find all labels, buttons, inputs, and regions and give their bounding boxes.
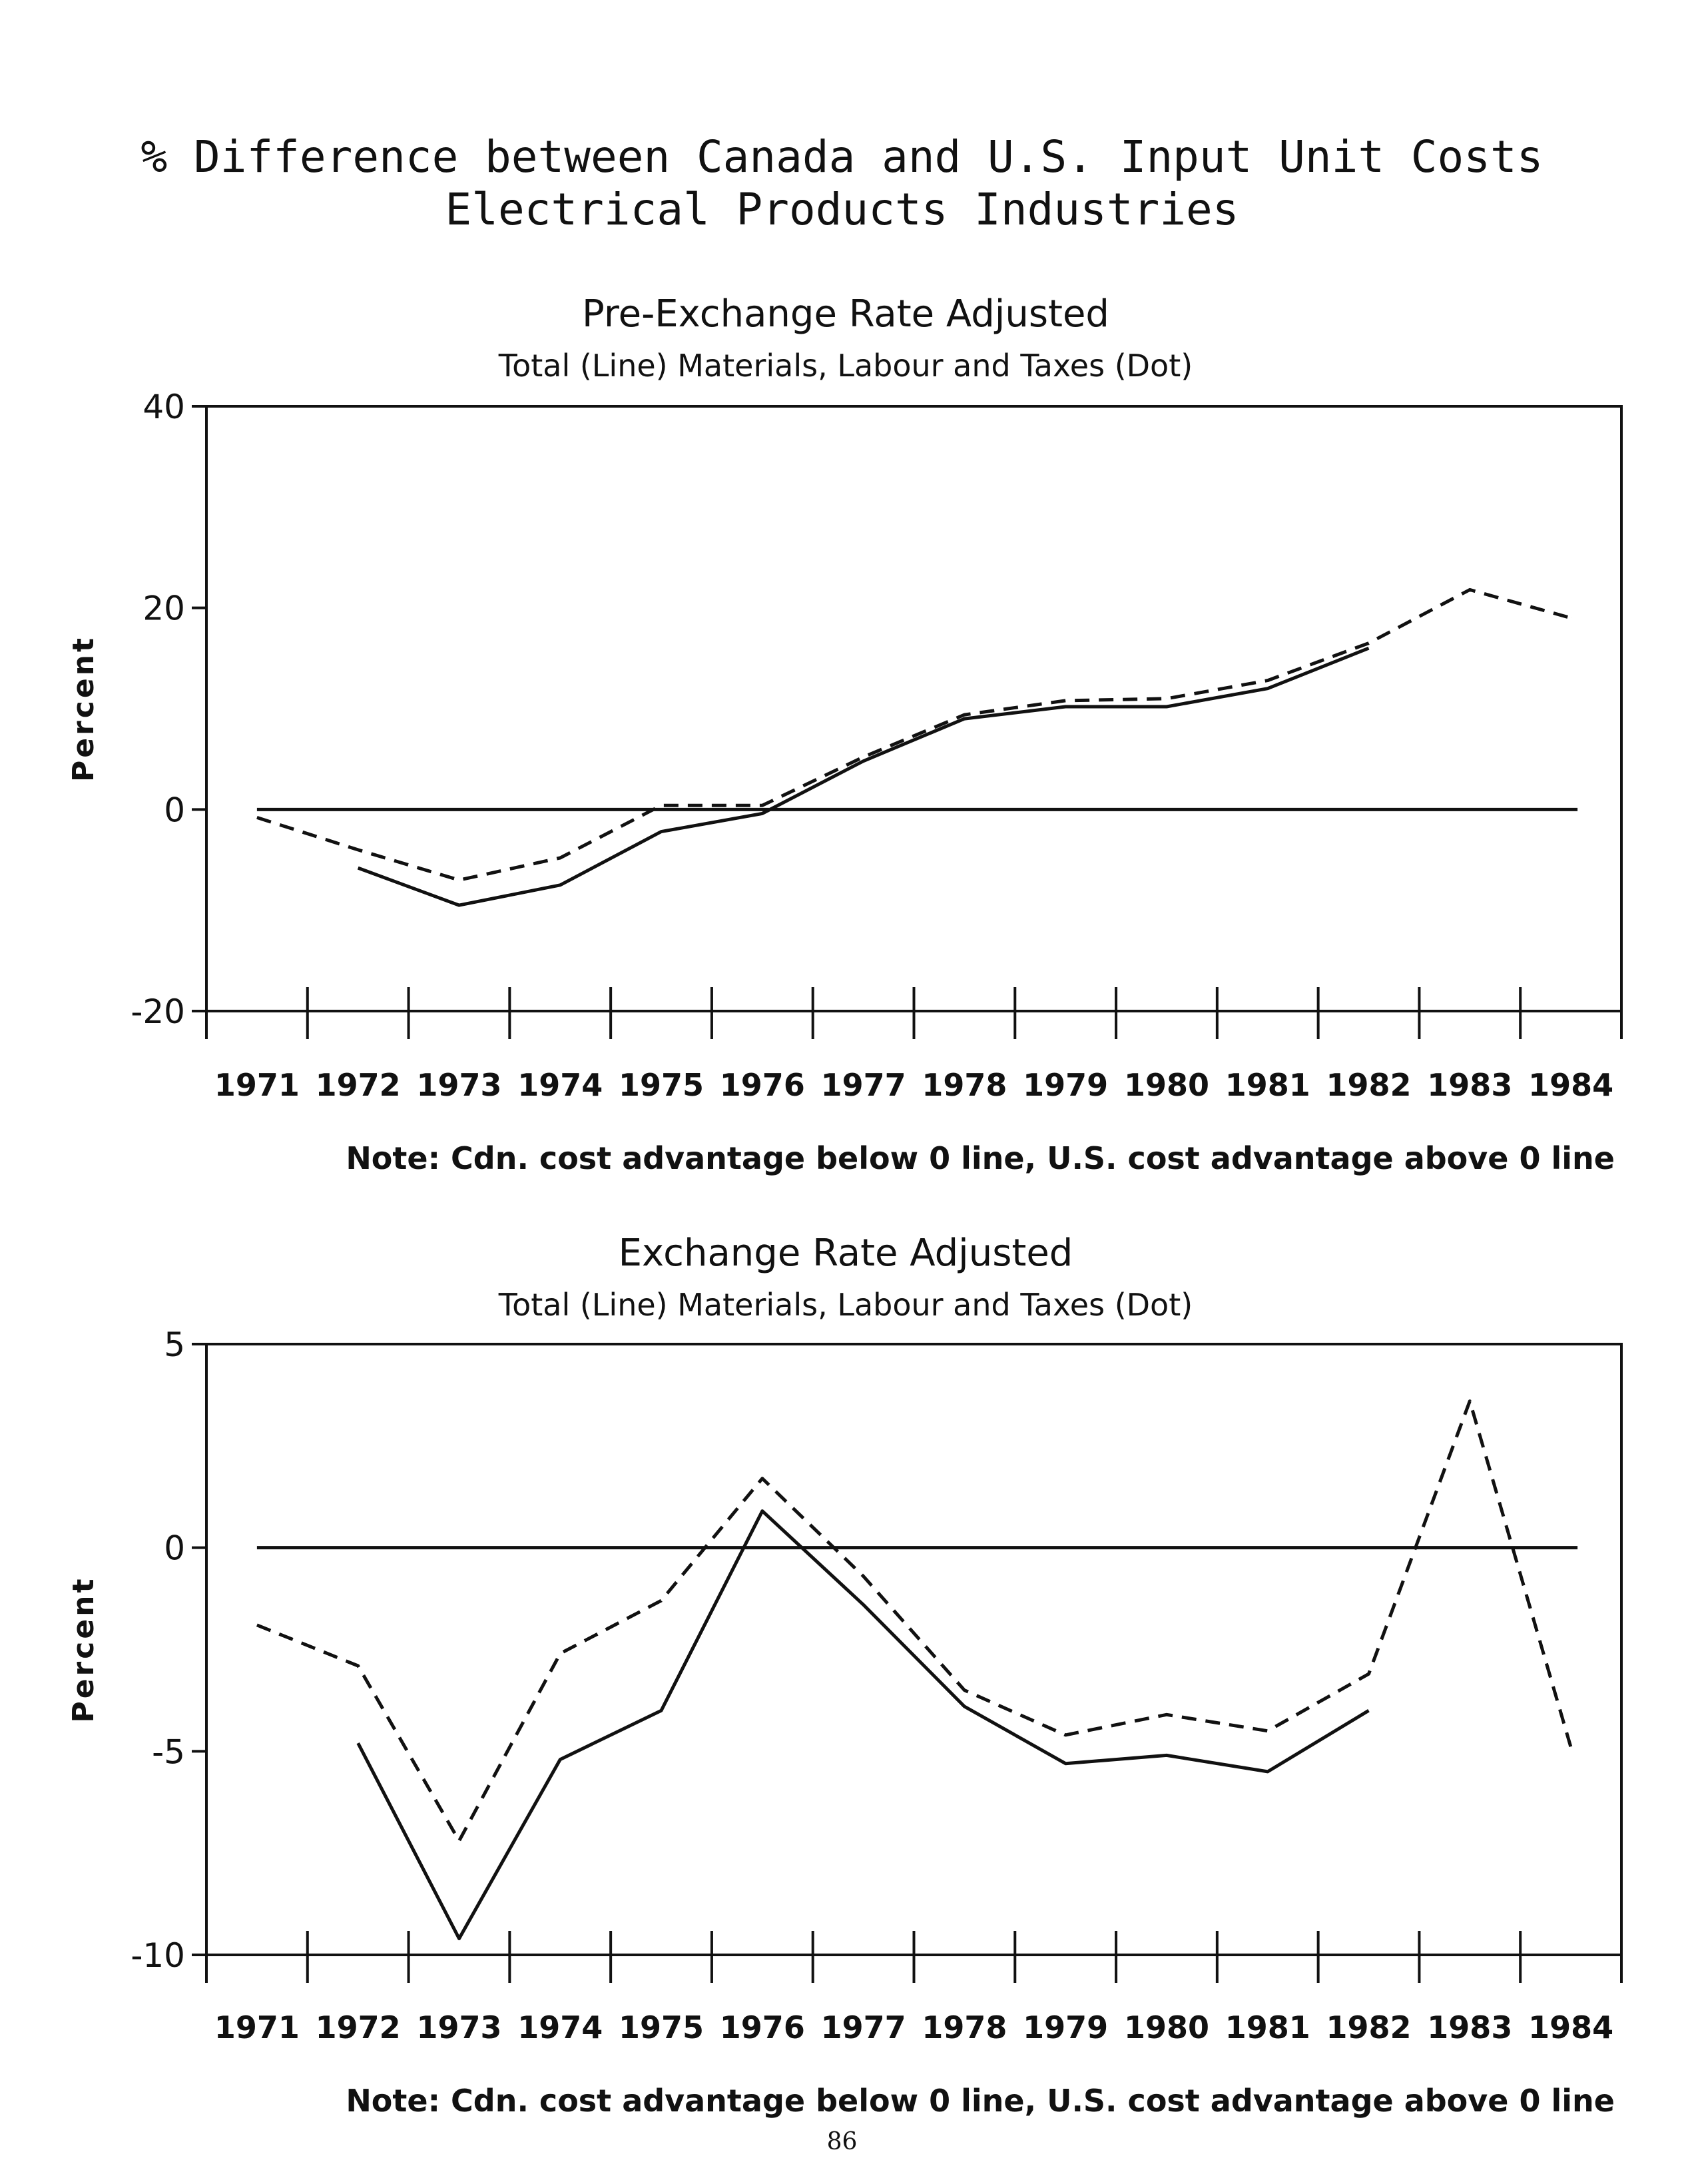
series-materials-labour-taxes-dot bbox=[256, 587, 1571, 882]
x-tick-label: 1979 bbox=[1023, 2009, 1108, 2045]
chart-panel-2: Exchange Rate Adjusted Total (Line) Mater… bbox=[67, 1232, 1623, 2119]
chart-note: Note: Cdn. cost advantage below 0 line, … bbox=[346, 2083, 1615, 2119]
chart-title: Pre-Exchange Rate Adjusted bbox=[582, 292, 1109, 336]
x-tick-label: 1984 bbox=[1528, 1067, 1613, 1103]
plot-frame bbox=[205, 405, 1623, 1012]
x-tick-label: 1975 bbox=[619, 1067, 704, 1103]
chart-subtitle: Total (Line) Materials, Labour and Taxes… bbox=[498, 348, 1193, 384]
chart-main-title: % Difference between Canada and U.S. Inp… bbox=[0, 131, 1684, 236]
y-tick-label: 0 bbox=[164, 791, 185, 829]
chart-title: Exchange Rate Adjusted bbox=[619, 1232, 1073, 1275]
x-tick-label: 1977 bbox=[821, 2009, 906, 2045]
x-tick-label: 1983 bbox=[1427, 2009, 1512, 2045]
chart-panel-1: Pre-Exchange Rate Adjusted Total (Line) M… bbox=[67, 292, 1623, 1176]
x-tick-label: 1974 bbox=[517, 2009, 603, 2045]
x-tick-label: 1973 bbox=[416, 1067, 501, 1103]
y-tick-label: -5 bbox=[152, 1732, 185, 1771]
main-title-line2: Electrical Products Industries bbox=[445, 184, 1239, 236]
x-tick-label: 1974 bbox=[517, 1067, 603, 1103]
y-tick-label: -10 bbox=[131, 1936, 185, 1975]
main-title-line1: % Difference between Canada and U.S. Inp… bbox=[140, 131, 1544, 182]
x-tick-label: 1976 bbox=[720, 2009, 805, 2045]
y-tick-label: 20 bbox=[142, 589, 185, 628]
x-tick-label: 1979 bbox=[1023, 1067, 1108, 1103]
page-number: 86 bbox=[826, 2128, 858, 2155]
series-total-line bbox=[357, 646, 1370, 907]
y-tick-label: -20 bbox=[131, 992, 185, 1031]
x-tick-label: 1981 bbox=[1225, 2009, 1310, 2045]
x-tick-label: 1980 bbox=[1124, 2009, 1209, 2045]
x-tick-label: 1977 bbox=[821, 1067, 906, 1103]
y-tick-label: 0 bbox=[164, 1529, 185, 1568]
x-tick-label: 1982 bbox=[1326, 2009, 1412, 2045]
x-tick-label: 1978 bbox=[922, 2009, 1007, 2045]
x-tick-label: 1971 bbox=[214, 2009, 300, 2045]
x-tick-label: 1971 bbox=[214, 1067, 300, 1103]
y-tick-label: 5 bbox=[164, 1325, 185, 1364]
x-tick-label: 1973 bbox=[416, 2009, 501, 2045]
x-tick-label: 1972 bbox=[316, 1067, 401, 1103]
chart-subtitle: Total (Line) Materials, Labour and Taxes… bbox=[498, 1287, 1193, 1323]
y-axis-label: Percent bbox=[67, 635, 101, 782]
series-materials-labour-taxes-dot bbox=[256, 1399, 1573, 1843]
x-tick-label: 1980 bbox=[1124, 1067, 1209, 1103]
x-tick-label: 1984 bbox=[1528, 2009, 1613, 2045]
x-tick-label: 1982 bbox=[1326, 1067, 1412, 1103]
x-tick-label: 1983 bbox=[1427, 1067, 1512, 1103]
x-tick-label: 1972 bbox=[316, 2009, 401, 2045]
y-tick-label: 40 bbox=[142, 388, 185, 426]
y-axis-label: Percent bbox=[67, 1576, 101, 1722]
x-tick-label: 1981 bbox=[1225, 1067, 1310, 1103]
x-tick-label: 1978 bbox=[922, 1067, 1007, 1103]
x-tick-label: 1976 bbox=[720, 1067, 805, 1103]
x-tick-label: 1975 bbox=[619, 2009, 704, 2045]
chart-note: Note: Cdn. cost advantage below 0 line, … bbox=[346, 1140, 1615, 1176]
